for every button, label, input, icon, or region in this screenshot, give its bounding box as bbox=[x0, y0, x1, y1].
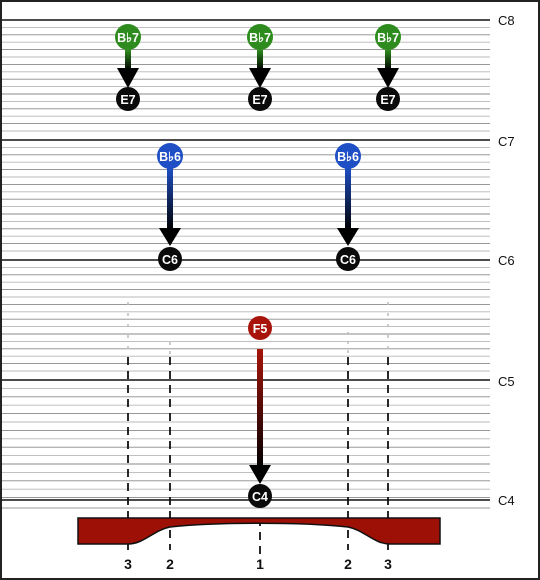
note-node-b7 bbox=[375, 24, 401, 50]
faint-guide-traces bbox=[127, 302, 389, 354]
note-node-e7 bbox=[116, 87, 140, 111]
transition-b6-c6-left: B♭6 C6 bbox=[157, 143, 183, 271]
note-node-b7 bbox=[115, 24, 141, 50]
position-label-3-right: 3 bbox=[384, 556, 392, 572]
note-label-e7: E7 bbox=[380, 93, 395, 107]
octave-label-c5: C5 bbox=[498, 374, 515, 389]
transition-b7-e7-center: B♭7 E7 bbox=[247, 24, 273, 111]
note-node-c6 bbox=[336, 247, 360, 271]
note-label-b6: B♭6 bbox=[159, 150, 181, 164]
note-label-e7: E7 bbox=[120, 93, 135, 107]
note-node-e7 bbox=[248, 87, 272, 111]
staff-lines bbox=[2, 19, 490, 509]
arrow-down-icon bbox=[377, 68, 399, 88]
arrow-down-icon bbox=[249, 68, 271, 88]
note-node-b7 bbox=[247, 24, 273, 50]
note-node-c4 bbox=[248, 484, 272, 508]
note-node-b6 bbox=[157, 143, 183, 169]
transition-b7-e7-left: B♭7 E7 bbox=[115, 24, 141, 111]
position-label-2-right: 2 bbox=[344, 556, 352, 572]
note-node-f5 bbox=[248, 316, 272, 340]
note-label-c4: C4 bbox=[252, 490, 268, 504]
arrow-down-icon bbox=[117, 68, 139, 88]
transition-f5-c4: F5 C4 bbox=[248, 316, 272, 508]
transition-shaft bbox=[257, 50, 263, 70]
note-label-c6: C6 bbox=[162, 253, 178, 267]
transition-shaft bbox=[257, 349, 263, 467]
transition-shaft bbox=[167, 168, 173, 230]
position-label-3-left: 3 bbox=[124, 556, 132, 572]
note-label-e7: E7 bbox=[252, 93, 267, 107]
transition-shaft bbox=[125, 50, 131, 70]
transition-b7-e7-right: B♭7 E7 bbox=[375, 24, 401, 111]
transition-shaft bbox=[345, 168, 351, 230]
note-node-c6 bbox=[158, 247, 182, 271]
arrow-down-icon bbox=[249, 465, 271, 484]
transition-shaft bbox=[385, 50, 391, 70]
octave-label-c7: C7 bbox=[498, 134, 515, 149]
octave-label-c4: C4 bbox=[498, 493, 515, 508]
note-label-b7: B♭7 bbox=[249, 31, 271, 45]
note-label-b7: B♭7 bbox=[377, 31, 399, 45]
base-plate bbox=[77, 517, 441, 545]
arrow-down-icon bbox=[159, 228, 181, 246]
note-label-b7: B♭7 bbox=[117, 31, 139, 45]
note-node-b6 bbox=[335, 143, 361, 169]
arrow-down-icon bbox=[337, 228, 359, 246]
position-label-2-left: 2 bbox=[166, 556, 174, 572]
position-label-1: 1 bbox=[256, 556, 264, 572]
note-label-c6: C6 bbox=[340, 253, 356, 267]
octave-label-c8: C8 bbox=[498, 13, 515, 28]
note-label-f5: F5 bbox=[253, 322, 268, 336]
transition-b6-c6-right: B♭6 C6 bbox=[335, 143, 361, 271]
note-label-b6: B♭6 bbox=[337, 150, 359, 164]
octave-label-c6: C6 bbox=[498, 253, 515, 268]
note-node-e7 bbox=[376, 87, 400, 111]
